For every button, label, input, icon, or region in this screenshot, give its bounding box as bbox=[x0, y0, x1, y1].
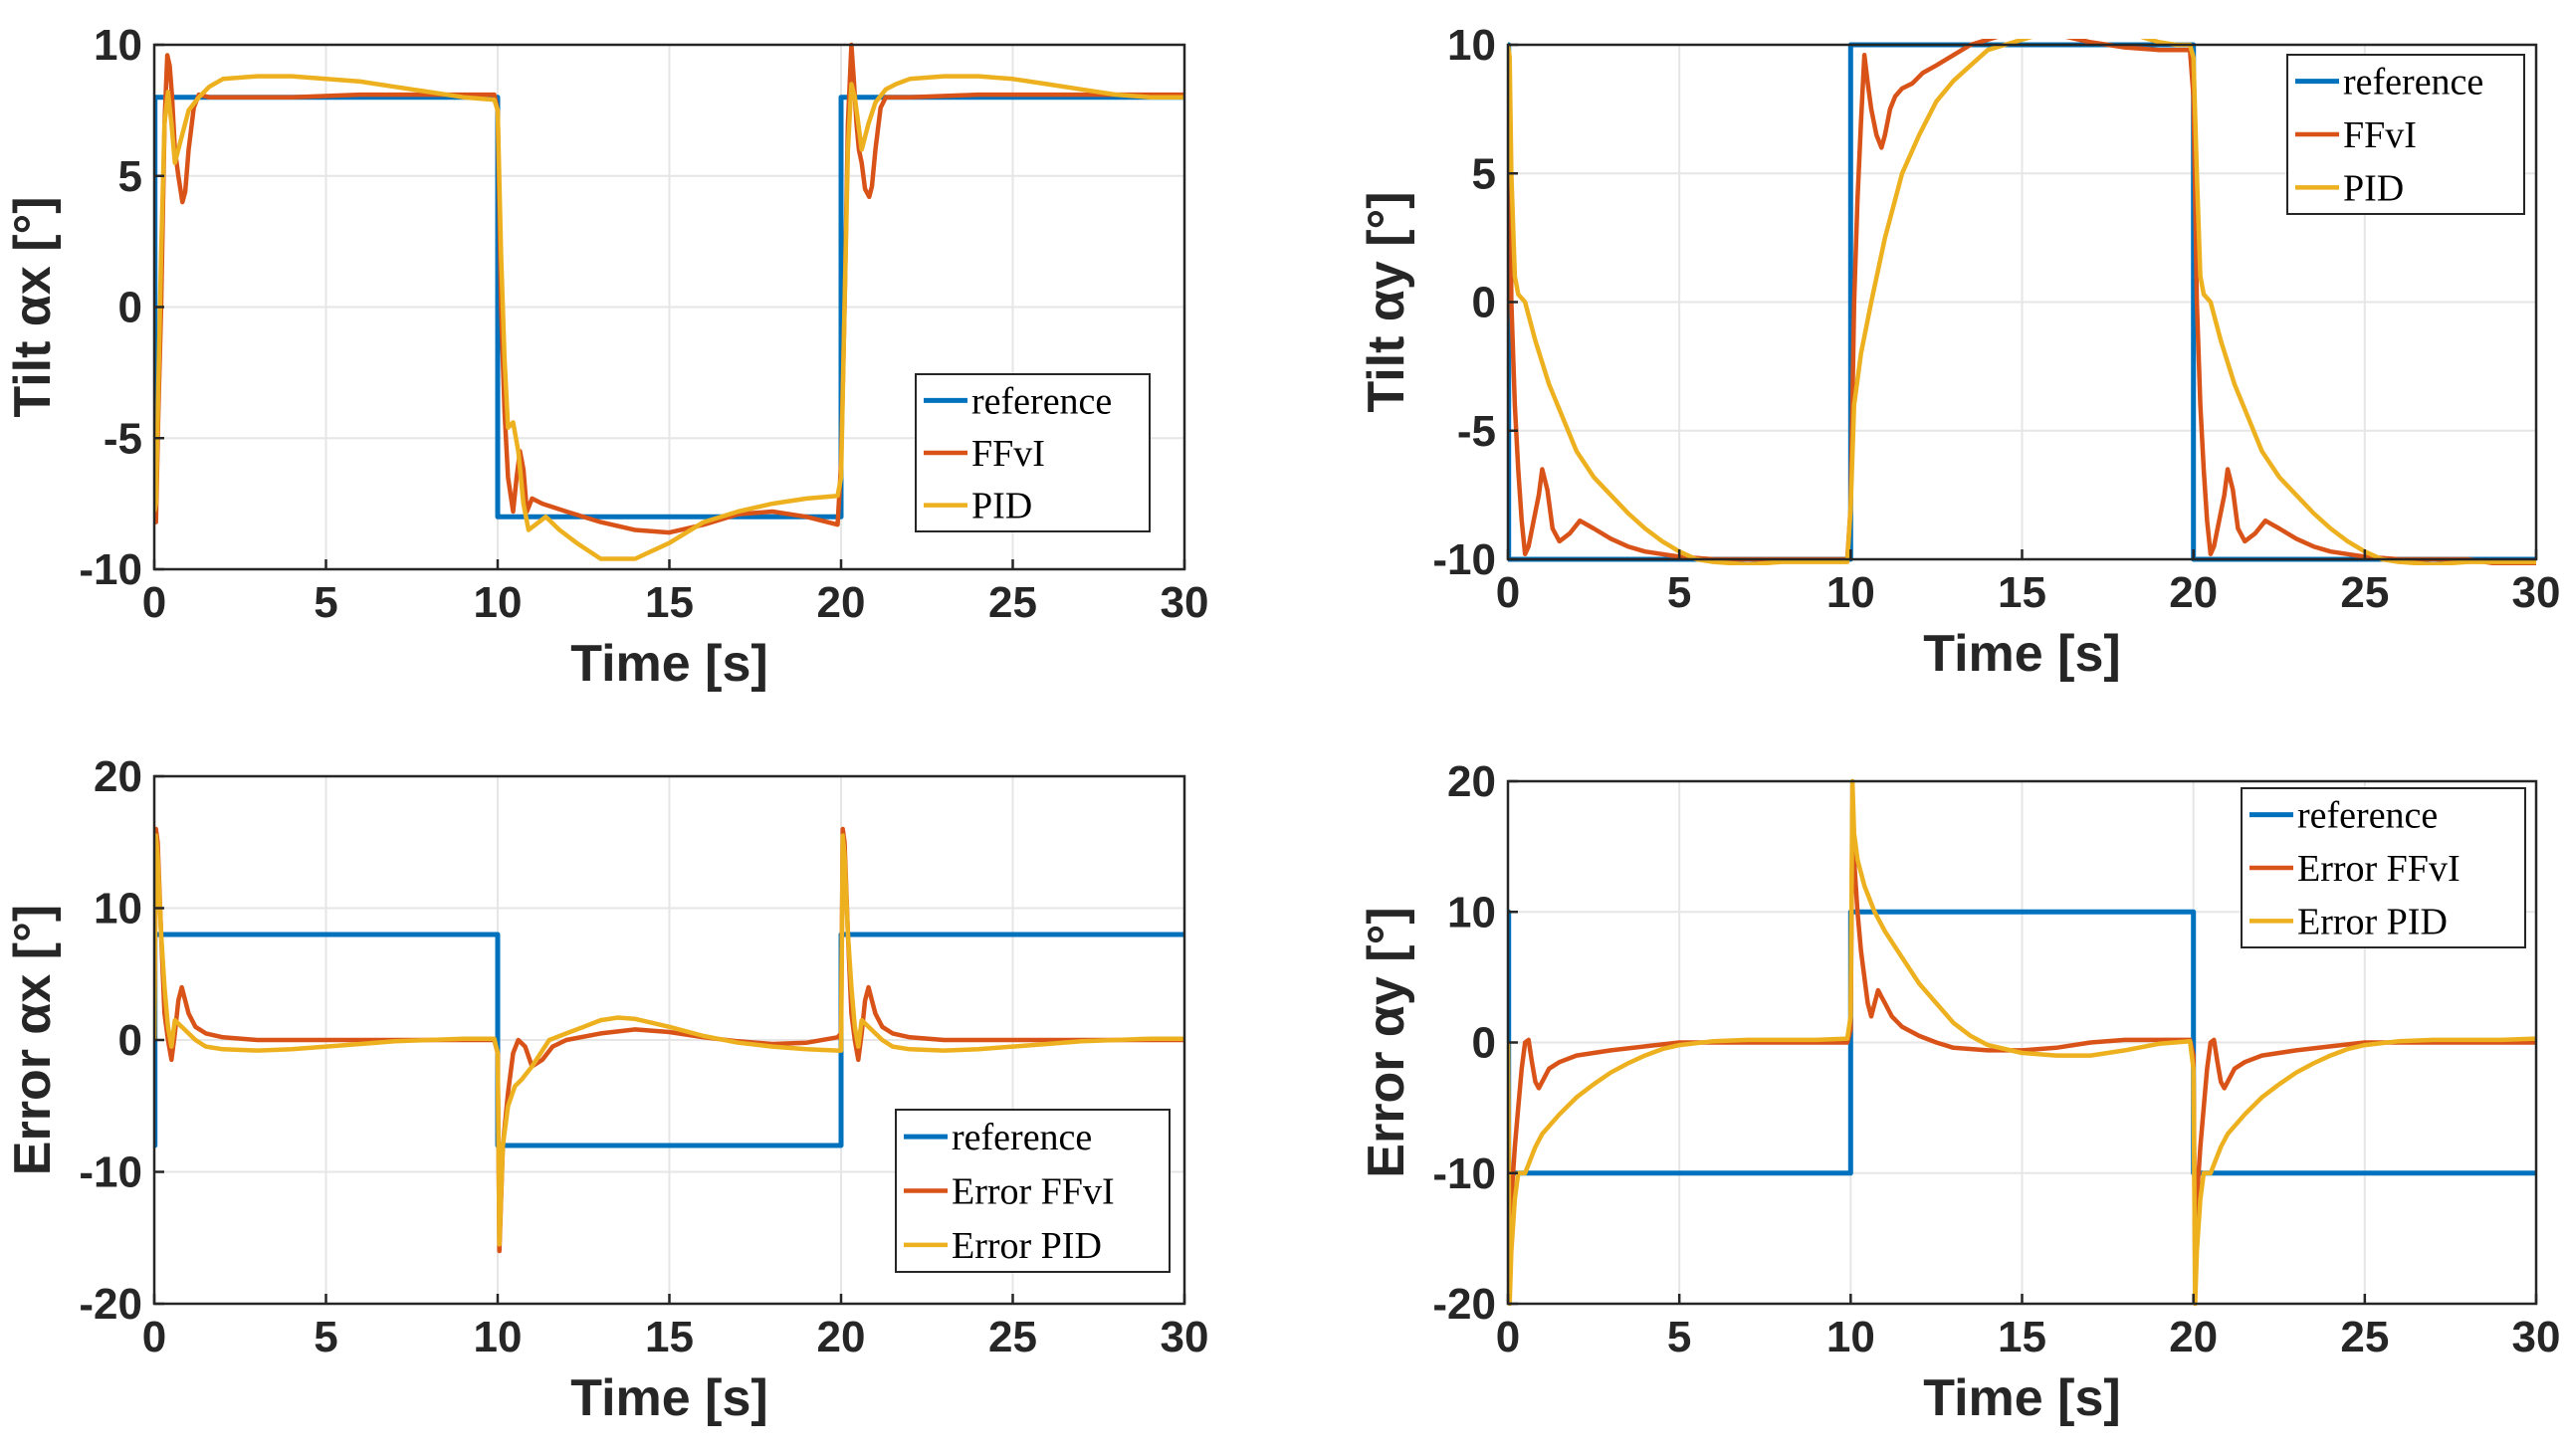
y-tick-label: 0 bbox=[1472, 279, 1496, 327]
legend: reference Error FFvI Error PID bbox=[895, 1109, 1171, 1273]
legend-entry: reference bbox=[952, 1117, 1092, 1158]
x-axis-label: Time [s] bbox=[1923, 625, 2120, 683]
y-tick-label: -5 bbox=[1457, 407, 1496, 456]
legend-entry: PID bbox=[2343, 167, 2404, 209]
legend-entry: PID bbox=[971, 486, 1032, 527]
y-tick-label: 20 bbox=[1447, 757, 1496, 806]
x-tick-label: 20 bbox=[817, 1313, 866, 1361]
x-tick-label: 0 bbox=[1496, 568, 1520, 617]
legend-entry: Error FFvI bbox=[952, 1171, 1115, 1213]
x-tick-label: 25 bbox=[988, 1313, 1037, 1361]
x-tick-label: 0 bbox=[142, 1313, 166, 1361]
y-tick-label: -10 bbox=[1432, 535, 1496, 584]
y-tick-label: 5 bbox=[1472, 149, 1496, 198]
chart-panel-2: 0 5 10 15 20 25 30 -10 -5 0 5 10 Time [s] Tilt αy [°]… bbox=[1358, 21, 2561, 683]
x-tick-label: 10 bbox=[474, 1313, 523, 1361]
y-axis-label: Tilt αy [°] bbox=[1358, 191, 1415, 412]
series-line-ffvi bbox=[1508, 39, 2536, 565]
y-axis-label: Error αy [°] bbox=[1358, 907, 1415, 1177]
x-tick-label: 15 bbox=[645, 578, 694, 627]
x-tick-label: 30 bbox=[1161, 1313, 1209, 1361]
y-tick-label: -10 bbox=[79, 1148, 142, 1197]
x-tick-label: 25 bbox=[988, 578, 1037, 627]
y-tick-label: -10 bbox=[79, 545, 142, 594]
x-tick-label: 5 bbox=[1667, 568, 1691, 617]
x-tick-label: 0 bbox=[142, 578, 166, 627]
legend-entry: reference bbox=[2297, 795, 2438, 837]
y-axis-label: Tilt αx [°] bbox=[4, 196, 62, 417]
x-tick-label: 25 bbox=[2340, 568, 2389, 617]
y-tick-label: -20 bbox=[79, 1280, 142, 1329]
chart-panel-3: 0 5 10 15 20 25 30 -20 -10 0 10 20 Time [s] Error αx … bbox=[4, 752, 1208, 1427]
legend-entry: Error PID bbox=[952, 1225, 1102, 1267]
y-tick-label: 5 bbox=[118, 152, 142, 201]
x-tick-label: 30 bbox=[1161, 578, 1209, 627]
legend: reference Error FFvI Error PID bbox=[2241, 787, 2526, 948]
x-tick-label: 30 bbox=[2512, 1313, 2561, 1361]
x-tick-label: 15 bbox=[645, 1313, 694, 1361]
series-line-error-pid bbox=[154, 833, 1184, 1247]
y-tick-label: 0 bbox=[118, 284, 142, 332]
legend-entry: Error FFvI bbox=[2297, 848, 2461, 890]
chart-panel-4: 0 5 10 15 20 25 30 -20 -10 0 10 20 Time [s] Error αy … bbox=[1358, 757, 2560, 1427]
y-tick-label: 10 bbox=[1447, 21, 1496, 70]
series-line-ffvi bbox=[154, 42, 1184, 535]
x-tick-label: 0 bbox=[1496, 1313, 1520, 1361]
x-axis-label: Time [s] bbox=[570, 1369, 767, 1427]
y-tick-label: 0 bbox=[118, 1016, 142, 1065]
x-tick-label: 20 bbox=[2169, 568, 2218, 617]
legend-entry: reference bbox=[2343, 62, 2483, 104]
x-axis-label: Time [s] bbox=[1923, 1369, 2120, 1427]
y-tick-label: -10 bbox=[1432, 1149, 1496, 1198]
y-tick-label: 20 bbox=[94, 752, 142, 801]
chart-panel-1: 0 5 10 15 20 25 30 -10 -5 0 5 10 Time [s] Tilt αx [°]… bbox=[4, 21, 1208, 693]
y-tick-label: 10 bbox=[1447, 888, 1496, 936]
y-tick-label: -20 bbox=[1432, 1280, 1496, 1329]
legend-entry: Error PID bbox=[2297, 901, 2448, 942]
series-line-pid bbox=[1508, 39, 2536, 565]
x-tick-label: 15 bbox=[1998, 568, 2046, 617]
series-line-error-ffvi bbox=[1508, 805, 2536, 1281]
x-axis-label: Time [s] bbox=[570, 635, 767, 693]
y-axis-label: Error αx [°] bbox=[4, 905, 62, 1175]
series-line-pid bbox=[154, 74, 1184, 561]
legend-entry: FFvI bbox=[2343, 114, 2417, 156]
x-tick-label: 5 bbox=[314, 578, 337, 627]
x-tick-label: 30 bbox=[2512, 568, 2561, 617]
x-tick-label: 5 bbox=[314, 1313, 337, 1361]
y-tick-label: 10 bbox=[94, 885, 142, 934]
legend-entry: FFvI bbox=[971, 433, 1045, 475]
y-tick-label: 10 bbox=[94, 21, 142, 70]
legend-entry: reference bbox=[971, 380, 1112, 422]
x-tick-label: 10 bbox=[1826, 1313, 1875, 1361]
x-tick-label: 20 bbox=[817, 578, 866, 627]
y-tick-label: -5 bbox=[104, 414, 142, 463]
x-tick-label: 10 bbox=[474, 578, 523, 627]
legend: reference FFvI PID bbox=[915, 373, 1151, 532]
x-tick-label: 5 bbox=[1667, 1313, 1691, 1361]
series-line-error-pid bbox=[1508, 778, 2536, 1307]
x-tick-label: 20 bbox=[2169, 1313, 2218, 1361]
x-tick-label: 15 bbox=[1998, 1313, 2046, 1361]
series-line-error-ffvi bbox=[154, 826, 1184, 1254]
legend: reference FFvI PID bbox=[2286, 54, 2525, 215]
y-tick-label: 0 bbox=[1472, 1019, 1496, 1068]
x-tick-label: 25 bbox=[2340, 1313, 2389, 1361]
x-tick-label: 10 bbox=[1826, 568, 1875, 617]
